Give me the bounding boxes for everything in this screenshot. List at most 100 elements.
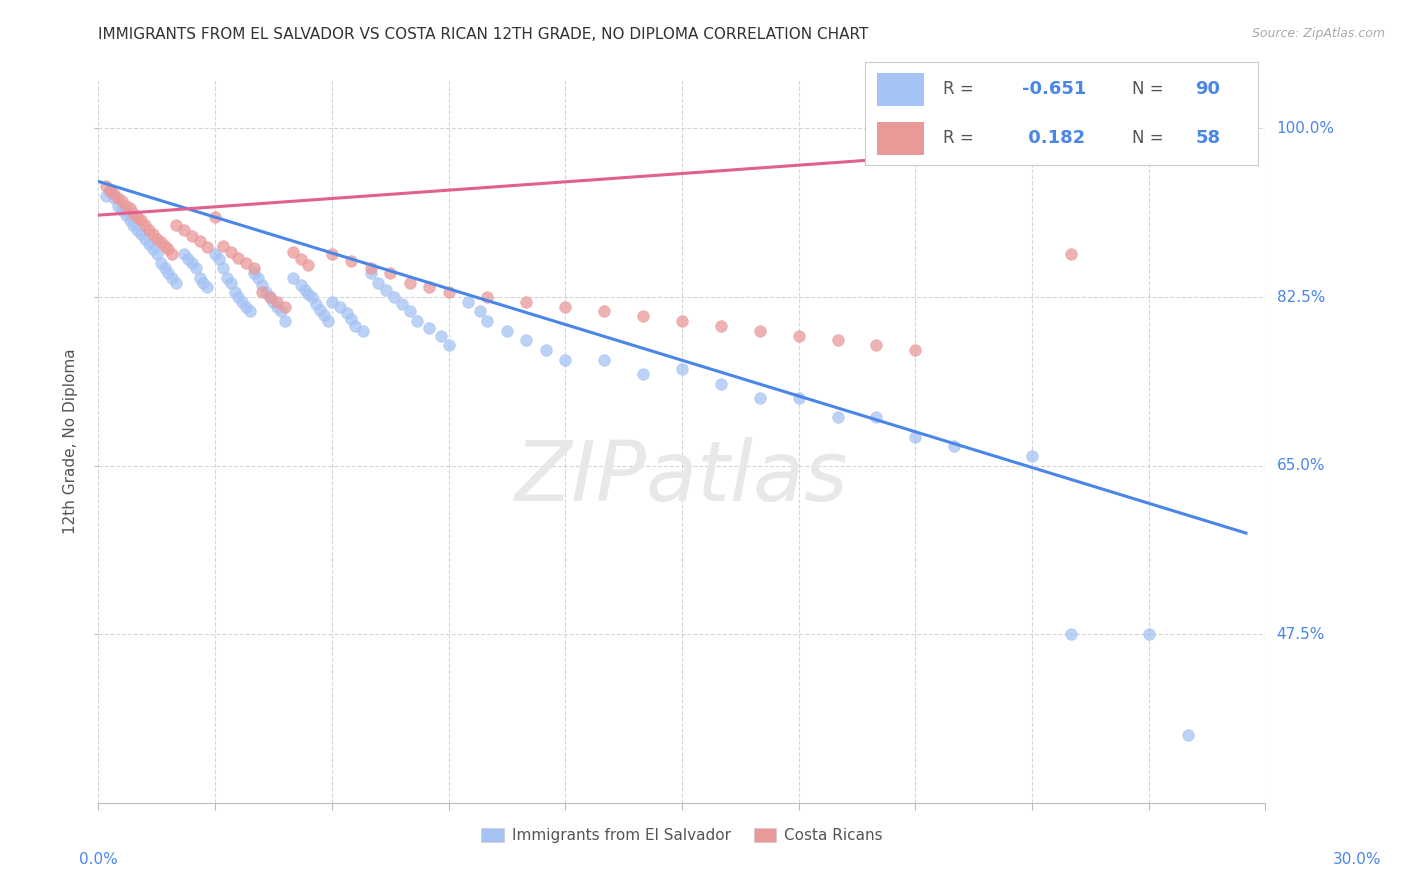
Point	[134, 232, 156, 246]
Point	[305, 297, 328, 311]
Text: 82.5%: 82.5%	[1277, 290, 1324, 304]
Point	[477, 314, 499, 328]
Point	[212, 239, 235, 253]
Point	[429, 328, 451, 343]
Point	[204, 210, 226, 224]
Point	[1137, 627, 1160, 641]
Point	[98, 184, 121, 198]
Point	[243, 266, 266, 280]
Point	[534, 343, 557, 357]
Point	[515, 334, 537, 348]
Point	[266, 300, 288, 314]
Text: R =: R =	[943, 80, 980, 98]
Point	[127, 210, 149, 224]
Text: 58: 58	[1195, 129, 1220, 147]
Point	[122, 206, 145, 220]
Point	[554, 300, 576, 314]
Point	[127, 222, 149, 236]
Point	[352, 324, 374, 338]
Point	[391, 297, 413, 311]
Text: Source: ZipAtlas.com: Source: ZipAtlas.com	[1251, 27, 1385, 40]
Point	[398, 276, 420, 290]
Point	[904, 343, 927, 357]
Point	[1177, 728, 1199, 742]
FancyBboxPatch shape	[876, 122, 924, 155]
Point	[96, 179, 118, 194]
Point	[554, 352, 576, 367]
Point	[215, 270, 238, 285]
Text: 65.0%: 65.0%	[1277, 458, 1324, 473]
Text: 47.5%: 47.5%	[1277, 627, 1324, 641]
Point	[266, 294, 288, 309]
Point	[865, 410, 887, 425]
Point	[243, 261, 266, 276]
Point	[149, 256, 172, 270]
Point	[118, 213, 141, 227]
Point	[418, 321, 440, 335]
Point	[129, 213, 152, 227]
Point	[142, 227, 165, 242]
Point	[406, 314, 429, 328]
Point	[103, 191, 125, 205]
Point	[262, 294, 284, 309]
Point	[671, 362, 693, 376]
Point	[294, 283, 316, 297]
Point	[195, 280, 218, 294]
Point	[173, 222, 195, 236]
Point	[787, 391, 810, 405]
Point	[281, 244, 304, 259]
Point	[496, 324, 519, 338]
Point	[146, 232, 169, 246]
Point	[321, 246, 343, 260]
Point	[219, 276, 242, 290]
Point	[228, 290, 250, 304]
Point	[212, 261, 235, 276]
Text: 90: 90	[1195, 80, 1220, 98]
Point	[188, 270, 211, 285]
Point	[142, 242, 165, 256]
Point	[827, 334, 849, 348]
Point	[515, 294, 537, 309]
Point	[173, 246, 195, 260]
Text: 0.182: 0.182	[1022, 129, 1085, 147]
Point	[710, 376, 733, 391]
Point	[321, 294, 343, 309]
Point	[375, 283, 398, 297]
Text: R =: R =	[943, 129, 980, 147]
Y-axis label: 12th Grade, No Diploma: 12th Grade, No Diploma	[63, 349, 79, 534]
Point	[290, 277, 312, 292]
Point	[344, 318, 367, 333]
Point	[114, 208, 136, 222]
Point	[157, 242, 180, 256]
Point	[316, 314, 339, 328]
Point	[246, 270, 269, 285]
Point	[593, 352, 616, 367]
Point	[138, 237, 160, 252]
Point	[748, 324, 770, 338]
Point	[107, 198, 129, 212]
Text: ZIPatlas: ZIPatlas	[515, 437, 849, 518]
Point	[157, 266, 180, 280]
Point	[129, 227, 152, 242]
Text: -0.651: -0.651	[1022, 80, 1087, 98]
FancyBboxPatch shape	[876, 73, 924, 105]
Point	[204, 246, 226, 260]
Point	[250, 285, 273, 300]
Point	[177, 252, 200, 266]
Legend: Immigrants from El Salvador, Costa Ricans: Immigrants from El Salvador, Costa Rican…	[475, 822, 889, 849]
Point	[98, 184, 121, 198]
Point	[437, 338, 460, 352]
Point	[250, 277, 273, 292]
Point	[254, 285, 277, 300]
Point	[1021, 449, 1043, 463]
Point	[180, 256, 202, 270]
Point	[138, 222, 160, 236]
Point	[134, 218, 156, 232]
Point	[865, 338, 887, 352]
Point	[270, 304, 292, 318]
Point	[165, 218, 187, 232]
Point	[398, 304, 420, 318]
Point	[297, 287, 319, 301]
Point	[904, 430, 927, 444]
Text: 0.0%: 0.0%	[79, 852, 118, 867]
